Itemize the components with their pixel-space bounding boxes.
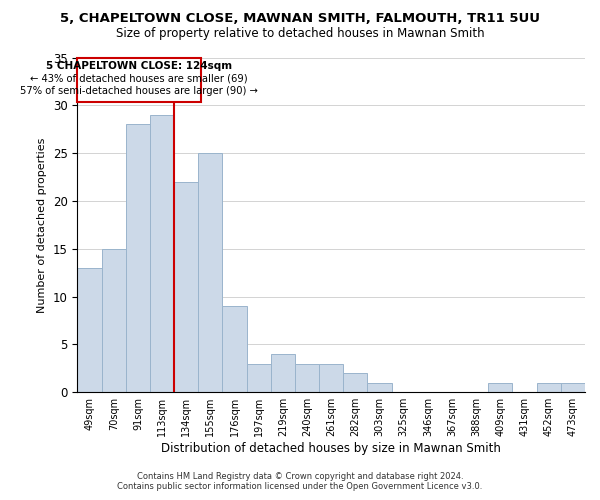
Bar — [295, 364, 319, 392]
Bar — [223, 306, 247, 392]
Bar — [488, 382, 512, 392]
Bar — [77, 58, 201, 102]
Bar — [199, 153, 223, 392]
Bar — [174, 182, 199, 392]
X-axis label: Distribution of detached houses by size in Mawnan Smith: Distribution of detached houses by size … — [161, 442, 501, 455]
Bar — [101, 249, 126, 392]
Bar — [343, 373, 367, 392]
Bar — [367, 382, 392, 392]
Bar — [77, 268, 101, 392]
Bar — [247, 364, 271, 392]
Bar — [561, 382, 585, 392]
Bar — [271, 354, 295, 392]
Bar — [319, 364, 343, 392]
Bar — [150, 115, 174, 392]
Text: 57% of semi-detached houses are larger (90) →: 57% of semi-detached houses are larger (… — [20, 86, 258, 96]
Bar — [126, 124, 150, 392]
Text: 5, CHAPELTOWN CLOSE, MAWNAN SMITH, FALMOUTH, TR11 5UU: 5, CHAPELTOWN CLOSE, MAWNAN SMITH, FALMO… — [60, 12, 540, 26]
Text: Size of property relative to detached houses in Mawnan Smith: Size of property relative to detached ho… — [116, 28, 484, 40]
Text: 5 CHAPELTOWN CLOSE: 124sqm: 5 CHAPELTOWN CLOSE: 124sqm — [46, 62, 232, 72]
Y-axis label: Number of detached properties: Number of detached properties — [37, 137, 47, 312]
Bar — [536, 382, 561, 392]
Text: ← 43% of detached houses are smaller (69): ← 43% of detached houses are smaller (69… — [30, 74, 248, 84]
Text: Contains HM Land Registry data © Crown copyright and database right 2024.
Contai: Contains HM Land Registry data © Crown c… — [118, 472, 482, 491]
